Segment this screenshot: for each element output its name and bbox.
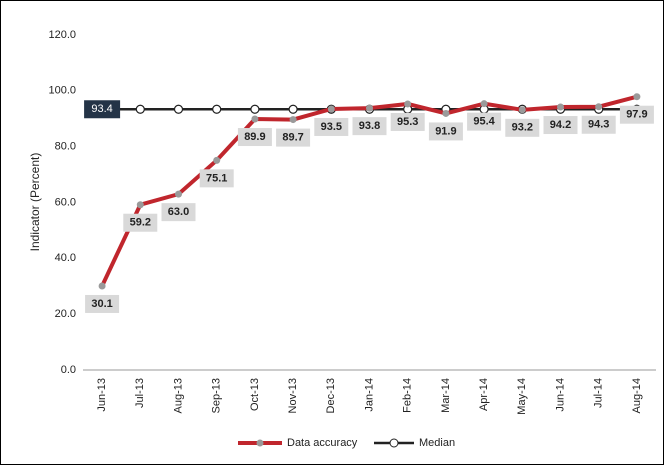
value-label: 59.2 [130,217,151,229]
median-label-box [84,100,121,119]
x-tick-label: Sep-13 [211,378,223,413]
x-tick-label: Jan-14 [363,378,375,412]
y-axis-title: Indicator (Percent) [28,153,42,252]
x-tick-label: Mar-14 [440,378,452,413]
accuracy-marker [366,104,373,112]
value-label: 97.9 [626,109,647,121]
accuracy-marker [557,103,564,111]
y-tick-label: 20.0 [55,308,76,320]
value-label-box [237,128,272,147]
accuracy-marker [213,156,221,164]
value-label-box [619,105,654,124]
x-tick-label: Apr-14 [478,378,490,411]
value-label: 30.1 [91,298,112,310]
value-label: 94.2 [550,119,571,131]
median-marker [288,104,298,114]
accuracy-marker [327,105,335,113]
y-tick-label: 0.0 [61,364,76,376]
value-label-box [428,122,463,141]
accuracy-marker [136,201,144,209]
value-label: 89.9 [244,131,265,143]
x-tick-label: Jul-14 [593,378,605,408]
median-marker [173,104,184,114]
value-label-box [505,118,540,137]
accuracy-marker [175,190,182,198]
value-label: 89.7 [282,131,303,143]
value-label-box [161,203,196,222]
x-tick-label: Oct-13 [249,378,261,411]
value-label-box [543,116,578,135]
accuracy-marker [518,106,526,114]
legend-marker [256,439,264,447]
value-label-box [314,117,349,136]
median-marker [135,104,145,114]
x-tick-label: Dec-13 [325,378,337,413]
value-label-box [85,294,120,313]
value-label: 75.1 [206,172,227,184]
value-label-box [199,169,234,188]
value-label: 93.8 [359,120,380,132]
value-label-box [467,112,502,131]
value-label: 95.4 [473,116,495,128]
y-tick-label: 100.0 [48,85,76,97]
accuracy-marker [595,103,603,111]
y-tick-label: 80.0 [55,141,76,153]
x-tick-label: Jun-14 [554,378,566,412]
accuracy-marker [404,100,412,108]
value-label: 93.2 [512,122,533,134]
median-marker [212,104,222,114]
y-tick-label: 40.0 [55,252,76,264]
x-tick-label: Jul-13 [134,378,146,408]
accuracy-marker [480,100,488,108]
x-tick-label: Nov-13 [287,378,299,413]
legend-label: Data accuracy [287,437,358,449]
value-label: 94.3 [588,119,609,131]
y-tick-label: 60.0 [55,196,76,208]
accuracy-marker [442,109,450,117]
x-tick-label: Feb-14 [402,378,414,413]
x-tick-label: Jun-13 [96,378,108,412]
y-tick-label: 120.0 [48,29,76,41]
x-tick-label: Aug-14 [631,378,643,413]
median-label: 93.4 [91,103,112,115]
value-label: 95.3 [397,116,418,128]
x-tick-label: May-14 [516,378,528,415]
value-label-box [276,128,311,147]
value-label-box [123,213,158,232]
value-label: 63.0 [168,206,189,218]
legend-label: Median [419,437,455,449]
value-label-box [352,117,387,136]
value-label-box [581,115,616,134]
value-label-box [390,112,425,131]
value-label: 93.5 [321,121,342,133]
accuracy-marker [98,282,106,290]
median-marker [250,104,260,114]
legend-marker [389,438,399,448]
accuracy-marker [289,116,297,124]
x-tick-label: Aug-13 [172,378,184,413]
accuracy-marker [251,115,259,123]
value-label: 91.9 [435,125,456,137]
accuracy-marker [633,93,641,101]
